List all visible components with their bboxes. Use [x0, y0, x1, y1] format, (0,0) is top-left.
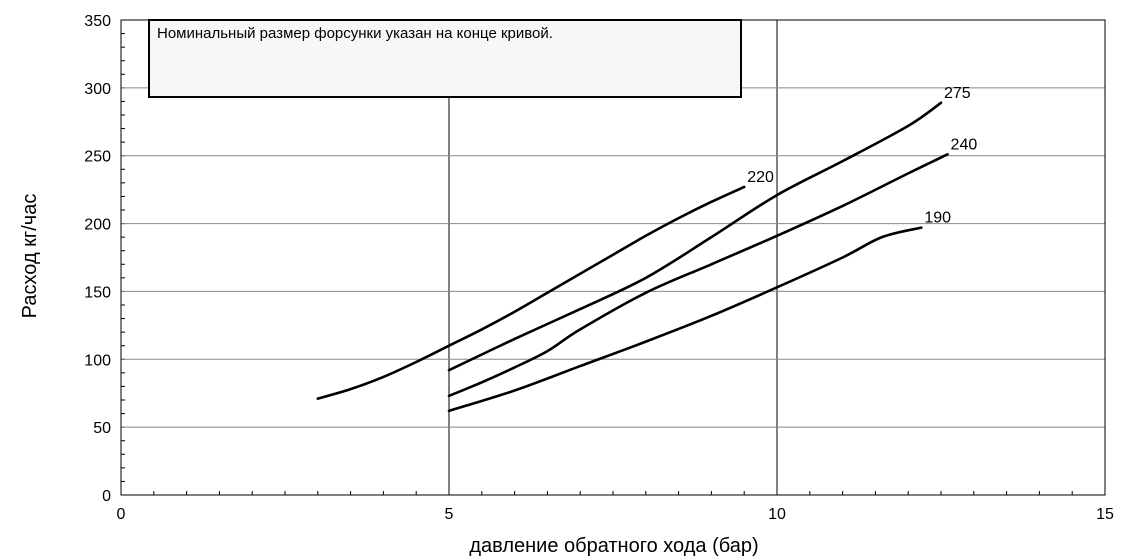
annotation-text: Номинальный размер форсунки указан на ко… — [157, 25, 553, 42]
y-axis-title: Расход кг/час — [19, 194, 41, 319]
series-label-275: 275 — [944, 85, 971, 102]
y-tick-label: 300 — [84, 81, 111, 98]
x-tick-label: 5 — [445, 506, 454, 523]
y-tick-label: 100 — [84, 352, 111, 369]
x-tick-labels: 0 5 10 15 — [117, 506, 1114, 523]
series-lines — [316, 101, 949, 413]
series-label-220: 220 — [747, 169, 774, 186]
y-tick-labels: 0 50 100 150 200 250 300 350 — [84, 13, 111, 505]
series-label-190: 190 — [924, 210, 951, 227]
y-tick-label: 200 — [84, 217, 111, 234]
x-tick-label: 15 — [1096, 506, 1114, 523]
series-line-220 — [316, 185, 746, 400]
y-tick-label: 50 — [93, 420, 111, 437]
y-tick-label: 250 — [84, 149, 111, 166]
series-line-240 — [447, 153, 949, 398]
series-label-240: 240 — [951, 136, 978, 153]
y-tick-label: 350 — [84, 13, 111, 30]
x-axis-title: давление обратного хода (бар) — [469, 535, 758, 557]
annotation-box: Номинальный размер форсунки указан на ко… — [148, 19, 742, 98]
series-labels: 220 275 240 190 — [747, 85, 977, 227]
series-line-190 — [447, 226, 923, 413]
y-tick-label: 150 — [84, 284, 111, 301]
x-tick-label: 10 — [768, 506, 786, 523]
x-tick-label: 0 — [117, 506, 126, 523]
y-tick-label: 0 — [102, 488, 111, 505]
series-line-275 — [447, 101, 943, 372]
